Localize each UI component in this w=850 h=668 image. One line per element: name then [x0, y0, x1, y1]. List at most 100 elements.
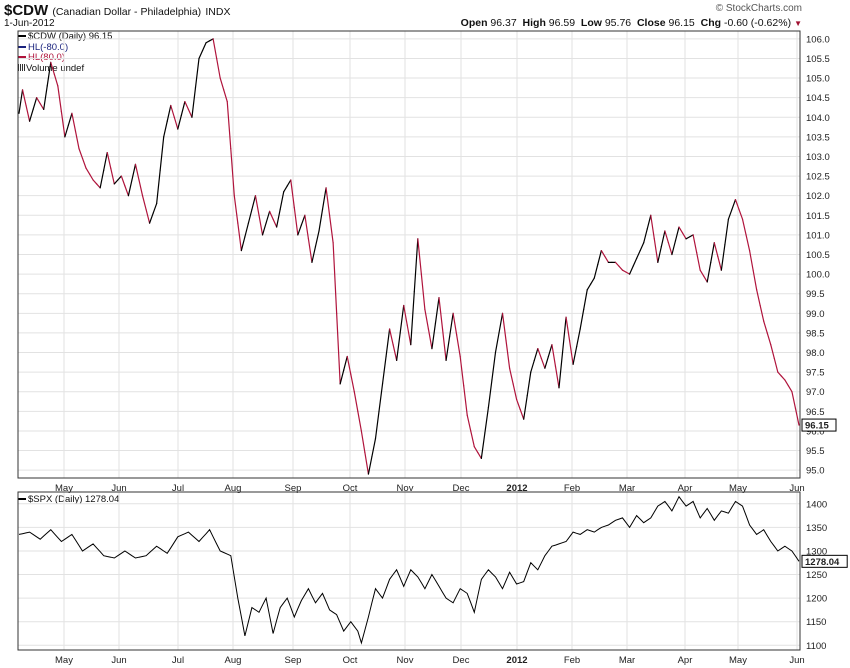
- x-tick-label: May: [55, 483, 73, 494]
- price-segment: [357, 410, 362, 432]
- price-segment: [526, 371, 532, 397]
- price-segment: [163, 120, 168, 138]
- price-segment: [636, 249, 641, 260]
- price-segment: [304, 214, 310, 240]
- price-segment: [505, 340, 511, 369]
- caret-down-icon[interactable]: ▼: [794, 19, 802, 28]
- price-segment: [244, 222, 250, 238]
- price-segment: [145, 208, 151, 224]
- price-segment: [752, 269, 758, 291]
- price-segment: [653, 238, 659, 263]
- price-segment: [576, 328, 581, 348]
- price-segment: [43, 85, 48, 111]
- close-label: Close: [636, 17, 666, 29]
- price-segment: [39, 102, 45, 111]
- x-tick-label: May: [55, 655, 73, 666]
- y-tick-label: 96.5: [806, 407, 825, 418]
- price-segment: [586, 283, 592, 291]
- price-segment: [621, 269, 627, 273]
- price-segment: [625, 271, 631, 275]
- spx-line: [18, 495, 800, 645]
- price-segment: [512, 383, 518, 401]
- price-segment: [237, 222, 242, 252]
- price-segment: [318, 208, 324, 232]
- y-tick-label: 98.5: [806, 328, 825, 339]
- price-segment: [420, 273, 426, 310]
- price-segment: [343, 355, 348, 371]
- price-segment: [374, 410, 380, 440]
- x-tick-label: 2012: [506, 483, 527, 494]
- price-segment: [579, 308, 585, 330]
- low-value: 95.76: [604, 17, 632, 29]
- x-tick-label: Jul: [172, 655, 184, 666]
- price-segment: [346, 355, 352, 375]
- price-segment: [597, 249, 602, 265]
- y-tick-label: 100.0: [806, 270, 830, 281]
- price-segment: [664, 230, 670, 244]
- price-segment: [71, 112, 77, 132]
- price-segment: [734, 199, 740, 211]
- price-segment: [516, 398, 521, 410]
- x-tick-label: Feb: [564, 655, 580, 666]
- price-segment: [32, 97, 38, 111]
- price-segment: [21, 89, 27, 107]
- y-tick-label: 101.5: [806, 211, 830, 222]
- y-tick-label: 103.5: [806, 132, 830, 143]
- y-tick-label: 106.0: [806, 34, 830, 45]
- price-segment: [660, 230, 666, 248]
- price-segment: [787, 385, 793, 393]
- price-segment: [699, 269, 705, 277]
- y-tick-label: 100.5: [806, 250, 830, 261]
- x-tick-label: Apr: [678, 483, 693, 494]
- price-segment: [477, 451, 482, 459]
- legend-item-volume: Volume undef: [18, 63, 112, 75]
- price-segment: [554, 365, 560, 389]
- price-segment: [173, 116, 179, 130]
- price-segment: [487, 379, 493, 409]
- line-swatch-icon: [18, 35, 26, 38]
- price-segment: [127, 179, 133, 197]
- price-segment: [484, 406, 490, 434]
- price-segment: [413, 238, 419, 293]
- price-segment: [710, 242, 715, 263]
- price-segment: [614, 261, 620, 267]
- price-segment: [392, 344, 398, 361]
- price-segment: [748, 249, 754, 271]
- price-segment: [448, 312, 454, 338]
- price-segment: [110, 167, 115, 185]
- price-segment: [205, 40, 211, 44]
- price-segment: [470, 430, 475, 448]
- x-tick-label: Jun: [111, 655, 126, 666]
- x-tick-label: May: [729, 483, 747, 494]
- price-segment: [134, 163, 140, 181]
- price-segment: [230, 148, 235, 197]
- brand-link[interactable]: © StockCharts.com: [715, 3, 802, 14]
- volume-bars-icon: [18, 64, 25, 72]
- y-tick-label: 104.0: [806, 113, 830, 124]
- y-tick-label: 102.5: [806, 172, 830, 183]
- price-segment: [600, 249, 606, 258]
- price-segment: [201, 42, 207, 52]
- price-segment: [441, 328, 447, 361]
- price-segment: [170, 104, 175, 118]
- price-segment: [410, 291, 415, 346]
- price-segment: [350, 373, 355, 393]
- price-segment: [403, 304, 408, 326]
- price-segment: [773, 357, 779, 373]
- y-tick-label: 99.5: [806, 289, 825, 300]
- price-segment: [120, 175, 126, 187]
- x-tick-label: Mar: [619, 483, 635, 494]
- legend-item-price: $CDW (Daily) 96.15: [18, 31, 112, 43]
- chg-value: -0.60 (-0.62%): [723, 17, 792, 29]
- price-segment: [417, 238, 422, 275]
- price-segment: [706, 261, 712, 283]
- price-segment: [103, 151, 108, 171]
- price-segment: [265, 210, 271, 224]
- price-segment: [148, 212, 154, 224]
- x-tick-label: Mar: [619, 655, 635, 666]
- price-segment: [632, 257, 638, 267]
- price-segment: [724, 218, 730, 246]
- y-tick-label: 96.0: [806, 426, 825, 437]
- price-segment: [681, 232, 687, 240]
- price-segment: [406, 324, 412, 346]
